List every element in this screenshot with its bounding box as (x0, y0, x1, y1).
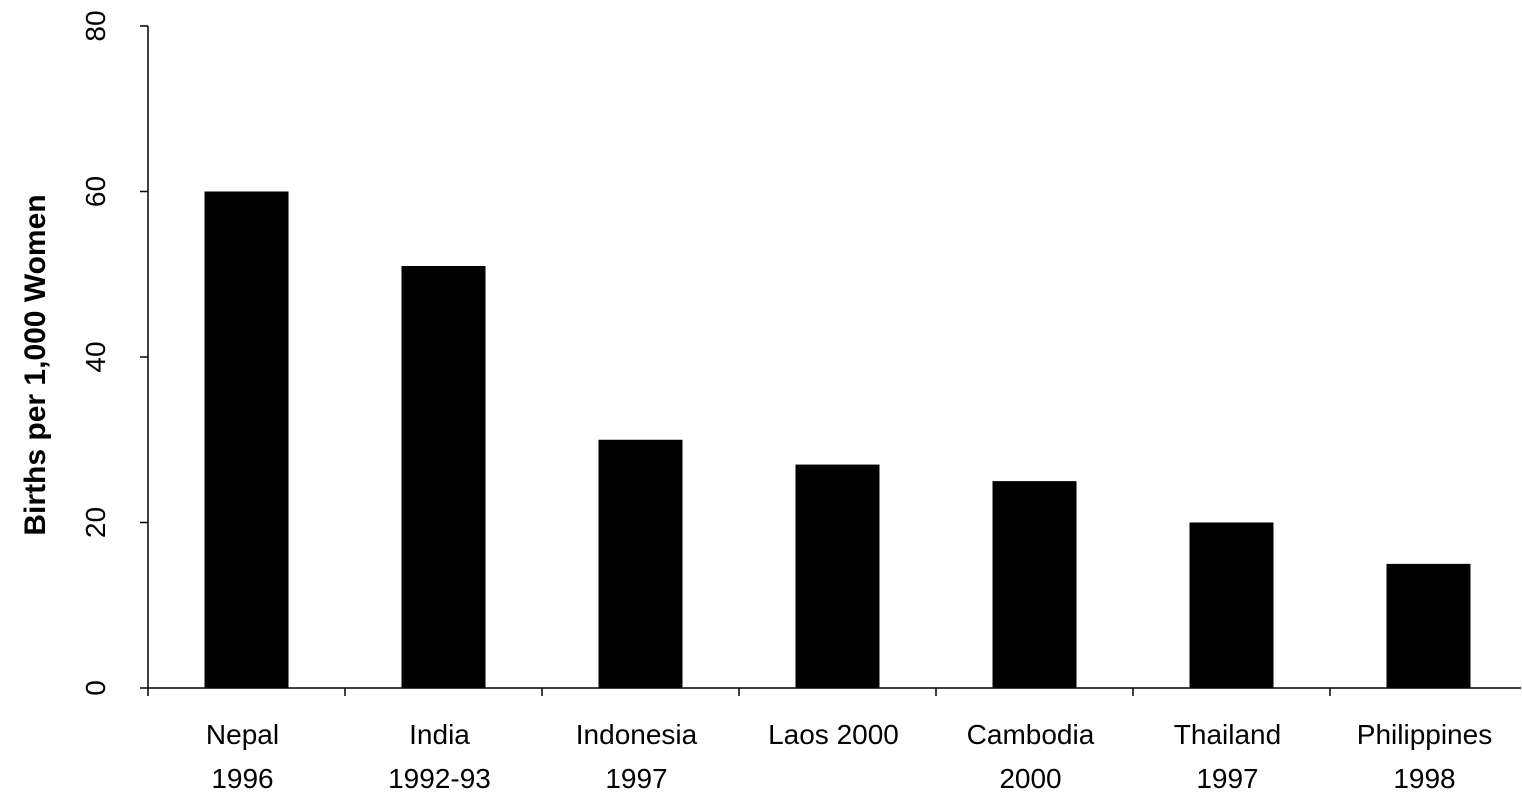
y-tick-label: 40 (80, 341, 111, 372)
x-axis-category-labels: Nepal 1996 India 1992-93 Indonesia 1997 Laos 2… (206, 719, 1492, 794)
bar (1386, 563, 1471, 688)
x-category-label: Cambodia 2000 (967, 719, 1095, 794)
x-axis-ticks (147, 688, 1331, 696)
bar (1189, 522, 1274, 688)
y-axis-title: Births per 1,000 Women (19, 194, 52, 535)
y-tick-label: 0 (80, 680, 111, 696)
y-axis-ticks: 0 20 40 60 80 (80, 10, 148, 696)
bar (204, 191, 289, 688)
y-tick-label: 80 (80, 10, 111, 41)
bar (401, 265, 486, 688)
x-category-label: Nepal 1996 (206, 719, 279, 794)
x-category-label: Indonesia 1997 (576, 719, 698, 794)
x-category-label: Philippines 1998 (1357, 719, 1492, 794)
x-category-label: India 1992-93 (388, 719, 491, 794)
x-category-label: Laos 2000 (768, 719, 899, 750)
bars (204, 191, 1471, 688)
x-category-label: Thailand 1997 (1174, 719, 1281, 794)
y-tick-label: 20 (80, 507, 111, 538)
bar (598, 439, 683, 688)
bar (795, 464, 880, 688)
y-tick-label: 60 (80, 176, 111, 207)
bar (992, 481, 1077, 688)
